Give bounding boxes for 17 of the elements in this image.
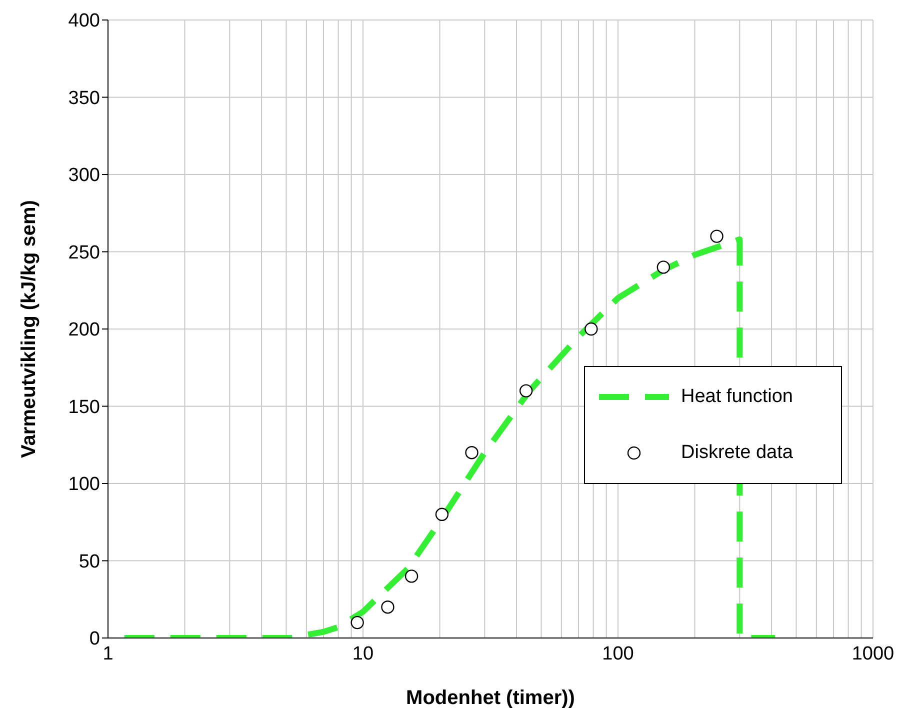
x-tick-label: 100: [602, 643, 634, 664]
y-tick-label: 350: [68, 88, 100, 109]
y-tick-label: 50: [78, 551, 100, 572]
y-tick-label: 300: [68, 165, 100, 186]
y-tick-label: 0: [89, 628, 100, 650]
x-axis-title: Modenhet (timer)): [406, 687, 575, 709]
y-tick-label: 400: [68, 10, 100, 32]
y-axis-title: Varmeutvikling (kJ/kg sem): [18, 200, 40, 458]
legend-label: Heat function: [681, 386, 793, 408]
x-tick-label: 10: [352, 643, 374, 664]
y-tick-label: 250: [68, 242, 100, 264]
y-tick-label: 150: [68, 396, 100, 418]
y-tick-label: 100: [68, 474, 100, 496]
x-tick-label: 1000: [852, 643, 894, 664]
legend-label: Diskrete data: [681, 442, 793, 464]
y-tick-label: 200: [68, 320, 100, 341]
x-tick-label: 1: [102, 643, 114, 664]
